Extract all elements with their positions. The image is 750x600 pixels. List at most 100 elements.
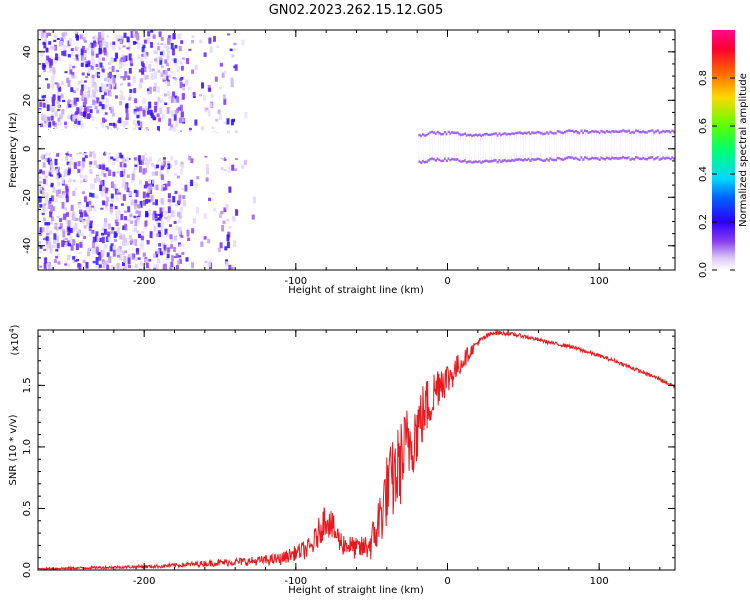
spectrogram-noise-cell — [149, 68, 152, 72]
spectrogram-noise-cell — [108, 256, 112, 263]
spectrogram-noise-cell — [77, 81, 81, 86]
spectrogram-noise-cell — [81, 161, 85, 168]
spectrogram-noise-cell — [167, 68, 171, 71]
spectrogram-noise-cell — [130, 179, 134, 183]
spectrogram-noise-cell — [42, 217, 46, 222]
spectrogram-noise-cell — [88, 225, 92, 231]
spectrogram-noise-cell — [109, 208, 113, 215]
spectrogram-noise-cell — [223, 121, 227, 125]
spectrogram-noise-cell — [162, 69, 166, 77]
spectrogram-ridge-cell — [294, 144, 297, 150]
spectrogram-noise-cell — [134, 164, 138, 167]
spectrogram-noise-cell — [178, 200, 182, 204]
spectrogram-ridge-cell — [241, 144, 244, 150]
spectrogram-noise-cell — [116, 249, 119, 256]
colorbar-tick-label: 0.8 — [698, 70, 709, 86]
spectrogram-noise-cell — [84, 206, 88, 210]
spectrogram-noise-cell — [99, 184, 103, 191]
spectrogram-noise-cell — [116, 69, 120, 72]
spectrogram-noise-cell — [83, 225, 87, 229]
spectrogram-noise-cell — [87, 86, 91, 92]
spectrogram-noise-cell — [43, 248, 47, 252]
spectrogram-noise-cell — [57, 254, 61, 257]
spectrogram-noise-cell — [188, 48, 192, 51]
y-tick-label: 0.0 — [22, 562, 33, 578]
spectrogram-noise-cell — [132, 41, 136, 45]
spectrogram-noise-cell — [208, 37, 212, 44]
spectrogram-noise-cell — [90, 65, 94, 70]
spectrogram-noise-cell — [106, 35, 110, 38]
spectrogram-noise-cell — [175, 268, 179, 270]
spectrogram-noise-cell — [77, 168, 81, 174]
spectrogram-ridge-cell — [280, 143, 283, 150]
spectrogram-ridge-cell — [387, 158, 390, 164]
colorbar-tick-label: 0.0 — [698, 262, 709, 278]
spectrogram-noise-cell — [162, 184, 166, 191]
spectrogram-noise-cell — [42, 204, 46, 212]
spectrogram-noise-cell — [108, 106, 112, 111]
spectrogram-noise-cell — [162, 78, 166, 82]
spectrogram-noise-cell — [213, 36, 216, 42]
spectrogram-noise-cell — [77, 120, 81, 125]
spectrogram-noise-cell — [98, 254, 102, 261]
spectrogram-ridge-cell — [618, 142, 621, 148]
spectrogram-noise-cell — [75, 87, 79, 91]
y-tick-label: 40 — [22, 45, 33, 58]
spectrogram-noise-cell — [179, 104, 183, 112]
spectrogram-ridge-cell — [274, 146, 277, 152]
spectrogram-ridge-cell — [407, 148, 410, 154]
spectrogram-noise-cell — [222, 220, 226, 225]
spectrogram-ridge-cell — [283, 144, 286, 150]
spectrogram-noise-cell — [186, 58, 189, 65]
spectrogram-noise-cell — [191, 262, 194, 269]
spectrogram-noise-cell — [83, 40, 87, 43]
spectrogram-noise-cell — [125, 117, 129, 120]
spectrogram-noise-cell — [92, 260, 96, 264]
spectrogram-ridge-cell — [533, 143, 536, 149]
spectrogram-ridge-cell — [132, 139, 135, 146]
spectrogram-ridge-cell — [423, 146, 426, 152]
spectrogram-noise-cell — [51, 83, 55, 87]
spectrogram-noise-cell — [158, 31, 162, 38]
spectrogram-ridge-cell — [376, 160, 379, 166]
spectrogram-noise-cell — [176, 260, 180, 266]
spectrogram-noise-cell — [164, 216, 168, 220]
spectrogram-noise-cell — [61, 241, 65, 246]
spectrogram-noise-cell — [211, 192, 215, 195]
spectrogram-noise-cell — [88, 247, 92, 250]
spectrogram-noise-cell — [194, 64, 198, 71]
spectrogram-noise-cell — [89, 151, 93, 158]
snr-multiplier: (x104) — [8, 324, 21, 355]
spectrogram-noise-cell — [129, 213, 133, 218]
spectrogram-noise-cell — [168, 214, 172, 220]
spectrogram-noise-cell — [88, 113, 92, 118]
spectrogram-noise-cell — [122, 96, 125, 101]
spectrogram-noise-cell — [78, 202, 81, 208]
spectrogram-ridge-cell — [551, 143, 554, 149]
spectrogram-noise-cell — [102, 164, 106, 170]
spectrogram-noise-cell — [42, 30, 46, 34]
spectrogram-ridge-cell — [154, 140, 157, 146]
spectrogram-noise-cell — [142, 110, 146, 117]
spectrogram-noise-cell — [91, 77, 95, 84]
spectrogram-noise-cell — [169, 164, 173, 168]
spectrogram-ridge-cell — [440, 144, 443, 151]
spectrogram-ridge-cell — [167, 141, 170, 147]
spectrogram-noise-cell — [87, 62, 91, 67]
spectrogram-noise-cell — [179, 82, 183, 89]
spectrogram-noise-cell — [165, 75, 169, 81]
spectrogram-noise-cell — [251, 214, 255, 220]
spectrogram-noise-cell — [130, 63, 134, 67]
spectrogram-ridge-cell — [469, 145, 472, 151]
spectrogram-ridge-cell — [625, 142, 629, 148]
spectrogram-noise-cell — [101, 123, 105, 130]
spectrogram-ridge-cell — [170, 141, 174, 147]
spectrogram-noise-cell — [83, 49, 87, 53]
spectrogram-noise-cell — [108, 91, 112, 97]
spectrogram-noise-cell — [50, 195, 54, 202]
spectrogram-noise-cell — [110, 57, 114, 63]
spectrogram-noise-cell — [223, 169, 227, 172]
spectrogram-noise-cell — [114, 219, 118, 224]
spectrogram-noise-cell — [154, 106, 157, 113]
